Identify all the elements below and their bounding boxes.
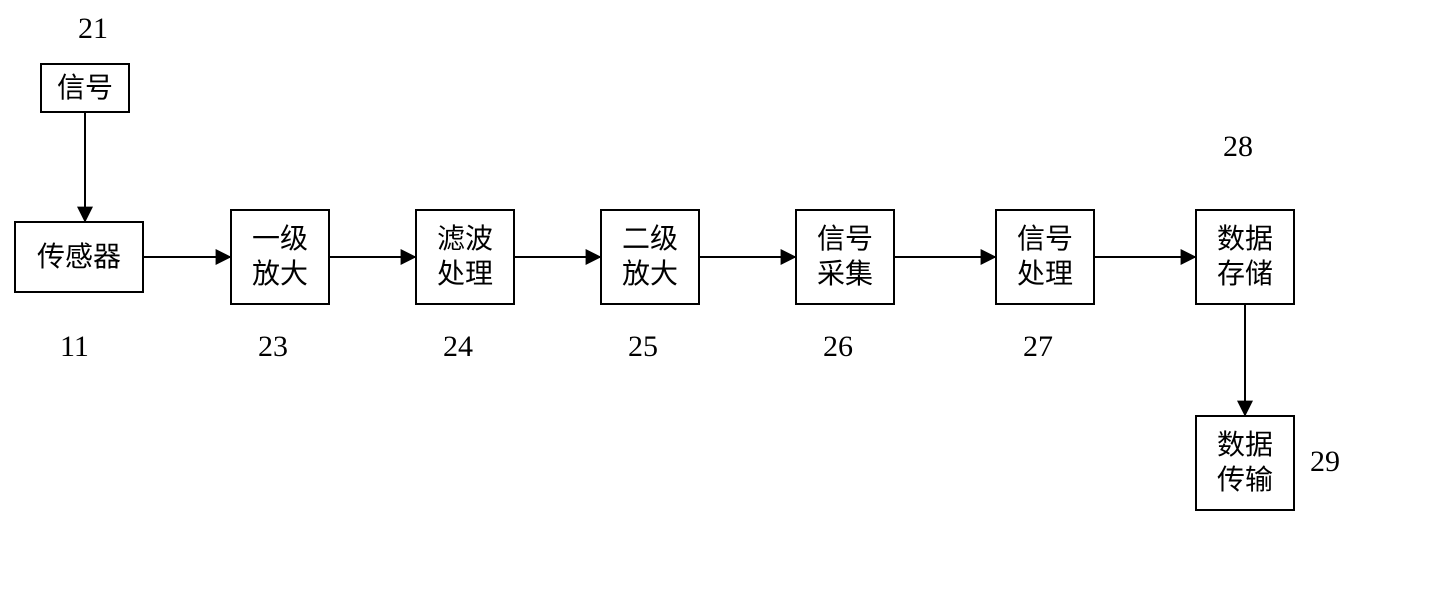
ref-label-23: 23: [258, 330, 288, 364]
ref-label-11: 11: [60, 330, 89, 364]
node-label: 数据存储: [1217, 222, 1273, 292]
node-n28: 数据存储: [1195, 209, 1295, 305]
ref-label-25: 25: [628, 330, 658, 364]
ref-label-28: 28: [1223, 130, 1253, 164]
node-label: 信号: [57, 71, 113, 106]
node-n26: 信号采集: [795, 209, 895, 305]
ref-label-29: 29: [1310, 445, 1340, 479]
node-n23: 一级放大: [230, 209, 330, 305]
node-label: 二级放大: [622, 222, 678, 292]
node-label: 数据传输: [1217, 428, 1273, 498]
ref-label-24: 24: [443, 330, 473, 364]
node-n27: 信号处理: [995, 209, 1095, 305]
node-n24: 滤波处理: [415, 209, 515, 305]
node-n29: 数据传输: [1195, 415, 1295, 511]
ref-label-27: 27: [1023, 330, 1053, 364]
node-label: 信号处理: [1017, 222, 1073, 292]
node-n21: 信号: [40, 63, 130, 113]
node-n25: 二级放大: [600, 209, 700, 305]
node-n11: 传感器: [14, 221, 144, 293]
node-label: 一级放大: [252, 222, 308, 292]
node-label: 传感器: [37, 240, 121, 275]
ref-label-21: 21: [78, 12, 108, 46]
node-label: 信号采集: [817, 222, 873, 292]
ref-label-26: 26: [823, 330, 853, 364]
node-label: 滤波处理: [437, 222, 493, 292]
